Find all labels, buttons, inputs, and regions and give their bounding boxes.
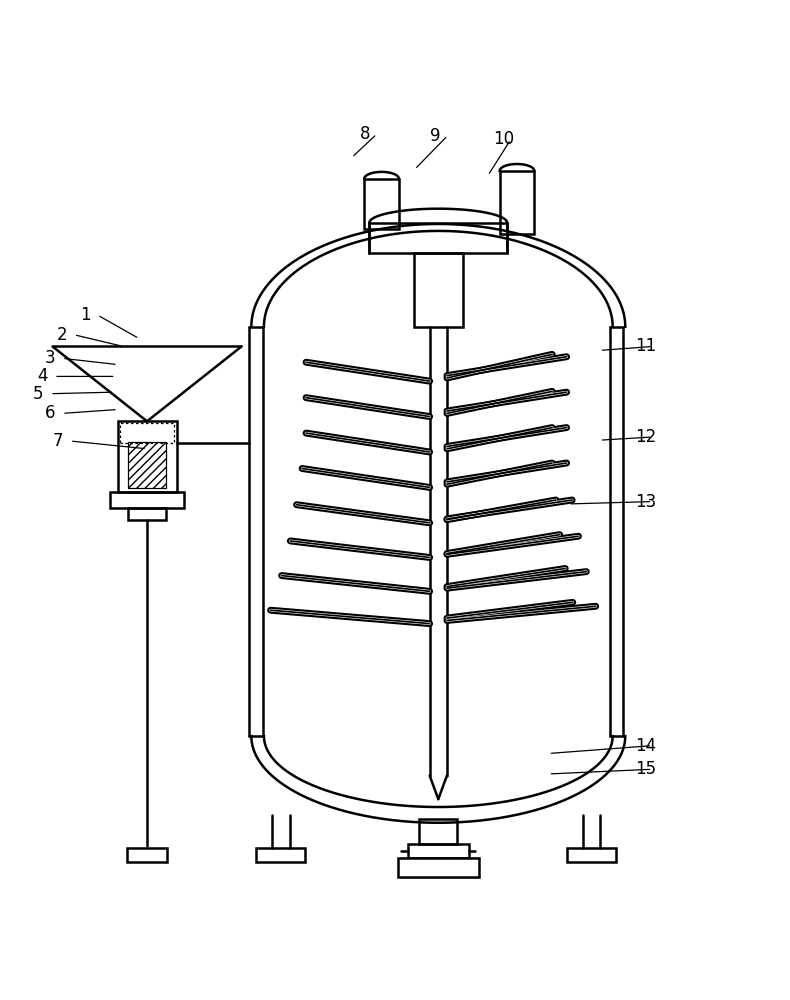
Text: 11: 11 (635, 337, 656, 355)
Text: 8: 8 (359, 125, 370, 143)
Bar (111, 492, 183, 508)
Text: 4: 4 (37, 367, 47, 385)
Bar (128, 508, 166, 520)
Bar (370, 223, 507, 253)
Text: 6: 6 (45, 404, 55, 422)
Text: 15: 15 (635, 760, 656, 778)
Text: 12: 12 (635, 428, 656, 446)
Bar (419, 819, 457, 844)
Text: 1: 1 (80, 306, 91, 324)
Text: 9: 9 (431, 127, 441, 145)
Bar (364, 179, 399, 229)
Text: 14: 14 (635, 737, 656, 755)
Text: 7: 7 (53, 432, 63, 450)
Bar (408, 844, 469, 858)
Bar (118, 421, 176, 492)
Bar (567, 848, 616, 862)
Bar (127, 848, 167, 862)
Text: 10: 10 (494, 130, 514, 148)
Text: 3: 3 (45, 349, 55, 367)
Text: 13: 13 (635, 493, 656, 511)
Bar (257, 848, 305, 862)
Bar (397, 858, 479, 877)
Text: 5: 5 (33, 385, 43, 403)
Bar (414, 253, 463, 327)
Text: 2: 2 (57, 326, 67, 344)
Bar (128, 442, 166, 488)
Bar (500, 171, 534, 234)
Bar (120, 423, 174, 443)
